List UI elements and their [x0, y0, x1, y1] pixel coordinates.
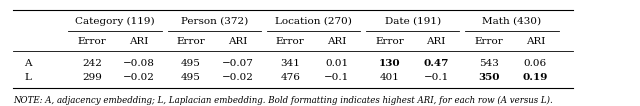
Text: NOTE: A, adjacency embedding; L, Laplacian embedding. Bold formatting indicates : NOTE: A, adjacency embedding; L, Laplaci…: [13, 96, 553, 105]
Text: Error: Error: [375, 37, 404, 46]
Text: Date (191): Date (191): [385, 16, 441, 25]
Text: −0.07: −0.07: [222, 59, 253, 68]
Text: −0.08: −0.08: [123, 59, 154, 68]
Text: 0.06: 0.06: [524, 59, 547, 68]
Text: −0.1: −0.1: [424, 73, 449, 82]
Text: 476: 476: [280, 73, 300, 82]
Text: ARI: ARI: [129, 37, 148, 46]
Text: Person (372): Person (372): [180, 16, 248, 25]
Text: 350: 350: [478, 73, 499, 82]
Text: Error: Error: [276, 37, 305, 46]
Text: Math (430): Math (430): [483, 16, 541, 25]
Text: A: A: [24, 59, 31, 68]
Text: Error: Error: [474, 37, 503, 46]
Text: 341: 341: [280, 59, 300, 68]
Text: 242: 242: [82, 59, 102, 68]
Text: 495: 495: [181, 59, 201, 68]
Text: 130: 130: [379, 59, 400, 68]
Text: 543: 543: [479, 59, 499, 68]
Text: ARI: ARI: [525, 37, 545, 46]
Text: ARI: ARI: [426, 37, 446, 46]
Text: Location (270): Location (270): [275, 16, 352, 25]
Text: L: L: [24, 73, 31, 82]
Text: Category (119): Category (119): [76, 16, 155, 26]
Text: Error: Error: [77, 37, 106, 46]
Text: −0.02: −0.02: [123, 73, 154, 82]
Text: 0.47: 0.47: [424, 59, 449, 68]
Text: 495: 495: [181, 73, 201, 82]
Text: 401: 401: [380, 73, 399, 82]
Text: ARI: ARI: [228, 37, 248, 46]
Text: 299: 299: [82, 73, 102, 82]
Text: Error: Error: [177, 37, 205, 46]
Text: 0.01: 0.01: [325, 59, 349, 68]
Text: −0.1: −0.1: [324, 73, 349, 82]
Text: 0.19: 0.19: [523, 73, 548, 82]
Text: ARI: ARI: [327, 37, 347, 46]
Text: −0.02: −0.02: [222, 73, 253, 82]
